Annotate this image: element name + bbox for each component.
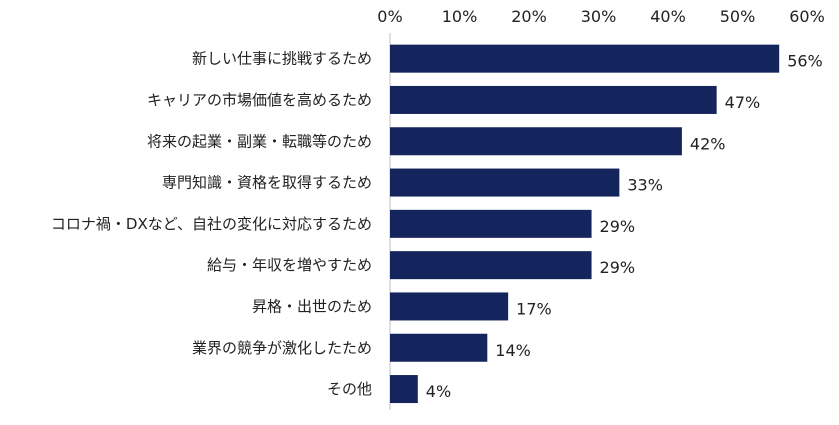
bar [390, 127, 682, 156]
x-tick-label: 30% [581, 7, 617, 26]
category-label: コロナ禍・DXなど、自社の変化に対応するため [51, 215, 372, 233]
data-label: 42% [690, 134, 726, 153]
category-label: 専門知識・資格を取得するため [162, 174, 372, 192]
x-tick-label: 40% [650, 7, 686, 26]
category-label: 業界の競争が激化したため [192, 339, 372, 357]
bar [390, 209, 592, 238]
data-label: 29% [600, 258, 636, 277]
x-tick-label: 50% [720, 7, 756, 26]
data-label: 33% [627, 176, 663, 195]
category-labels: 新しい仕事に挑戦するためキャリアの市場価値を高めるため将来の起業・副業・転職等の… [51, 50, 372, 398]
x-axis-ticks: 0% 10% 20% 30% 40% 50% 60% [377, 7, 824, 26]
data-label: 56% [787, 52, 823, 71]
category-label: その他 [327, 380, 372, 398]
bar [390, 292, 509, 321]
bar [390, 251, 592, 280]
data-label: 17% [516, 299, 552, 318]
data-label: 4% [426, 382, 451, 401]
category-label: 給与・年収を増やすため [207, 256, 372, 274]
x-tick-label: 60% [789, 7, 825, 26]
data-label: 14% [495, 341, 531, 360]
bar [390, 375, 418, 404]
x-tick-label: 0% [377, 7, 402, 26]
bar [390, 333, 488, 362]
category-label: キャリアの市場価値を高めるため [147, 91, 372, 109]
data-labels: 56% 47% 42% 33% 29% 29% 17% 14% 4% [426, 52, 823, 401]
bar [390, 168, 620, 197]
category-label: 昇格・出世のため [252, 297, 372, 315]
category-label: 新しい仕事に挑戦するため [192, 50, 372, 68]
bar [390, 85, 717, 114]
data-label: 47% [725, 93, 761, 112]
x-tick-label: 10% [442, 7, 478, 26]
bar [390, 44, 780, 73]
bars [390, 44, 780, 404]
category-label: 将来の起業・副業・転職等のため [147, 132, 372, 150]
x-tick-label: 20% [511, 7, 547, 26]
data-label: 29% [600, 217, 636, 236]
